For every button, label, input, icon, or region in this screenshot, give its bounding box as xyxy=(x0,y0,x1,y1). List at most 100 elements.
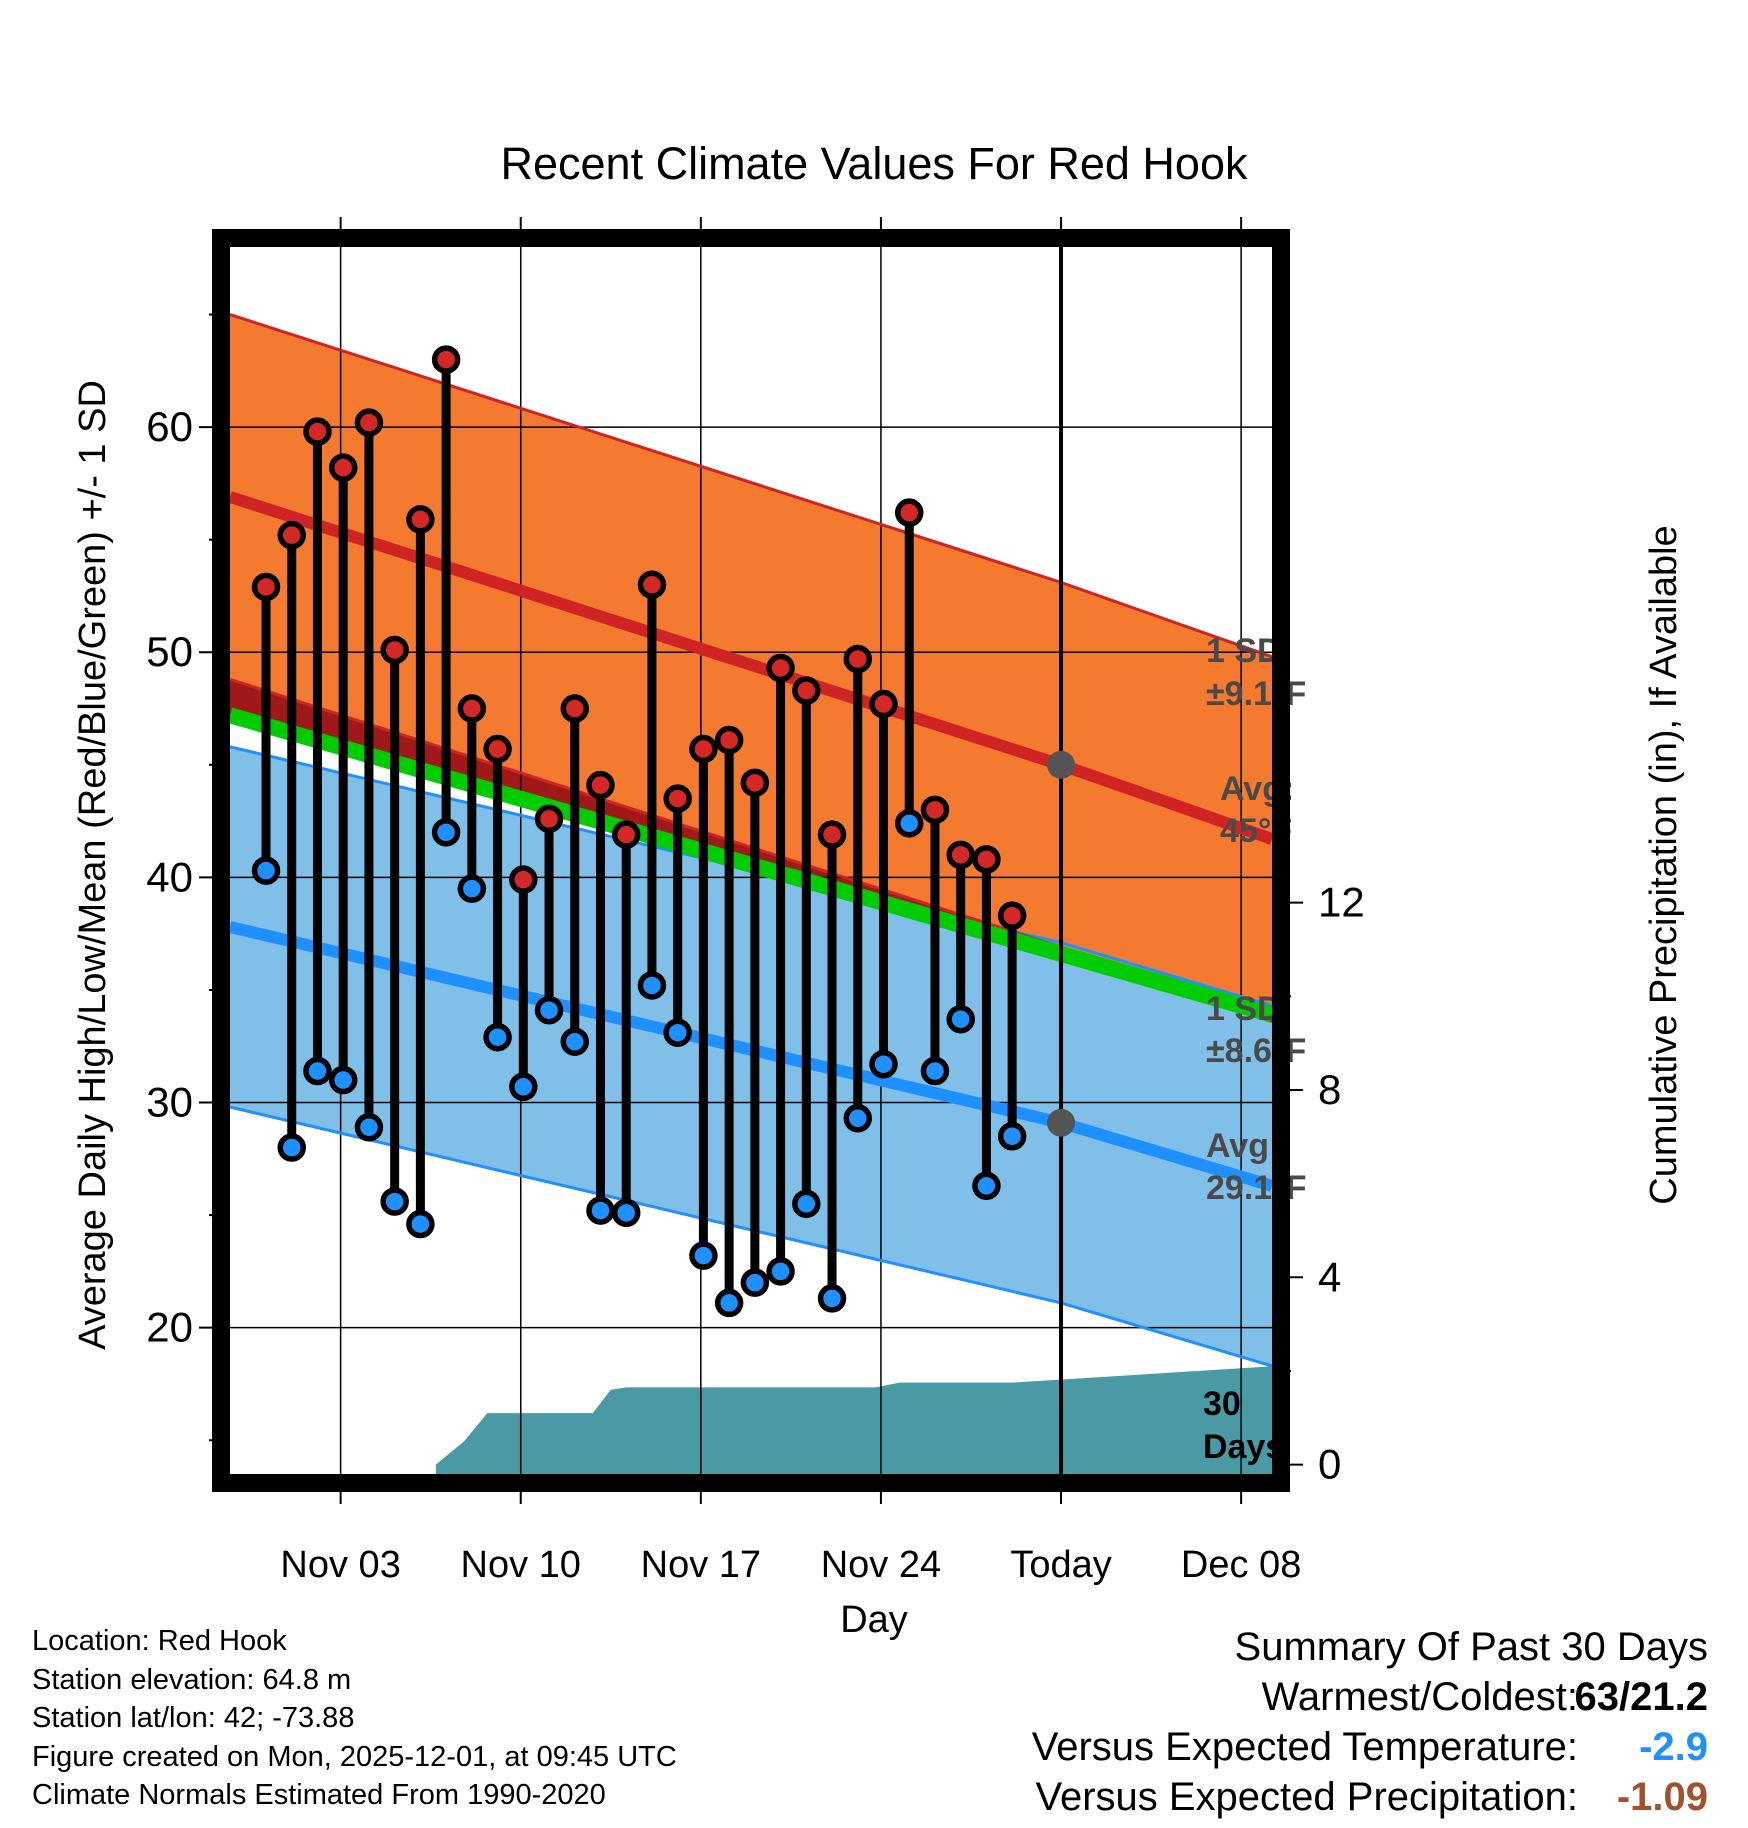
x-tick-labels: Nov 03 Nov 10 Nov 17 Nov 24 Today Dec 08 xyxy=(280,1544,1301,1586)
high-marker xyxy=(894,498,924,527)
high-marker xyxy=(689,734,718,764)
low-marker xyxy=(637,971,667,1000)
summary-precip-row: Versus Expected Precipitation: -1.09 xyxy=(948,1772,1708,1822)
low-marker xyxy=(380,1187,409,1216)
y-tick-label: 20 xyxy=(146,1304,193,1351)
precip-anomaly-label: Versus Expected Precipitation: xyxy=(1035,1775,1578,1819)
high-marker xyxy=(920,795,950,825)
y2-tick-label: 12 xyxy=(1318,879,1365,926)
low-marker xyxy=(277,1133,306,1162)
y-tick-label: 60 xyxy=(146,403,193,450)
high-marker xyxy=(406,505,435,534)
daily-range-stems xyxy=(261,359,1017,1303)
high-marker xyxy=(354,408,384,437)
low-marker xyxy=(303,1056,332,1086)
station-info: Location: Red Hook Station elevation: 64… xyxy=(32,1622,677,1815)
high-marker xyxy=(766,653,795,683)
plot-frame xyxy=(212,229,1290,1492)
low-marker xyxy=(509,1072,538,1102)
today-normal-dots xyxy=(1047,750,1076,1137)
x-tick-label: Nov 24 xyxy=(821,1544,941,1586)
high-marker xyxy=(431,345,461,374)
created-line: Figure created on Mon, 2025-12-01, at 09… xyxy=(32,1740,677,1773)
temp-anomaly-value: -2.9 xyxy=(1639,1725,1708,1769)
summary-warmest-row: Warmest/Coldest: 63/21.2 xyxy=(948,1672,1708,1722)
window-num: 30 xyxy=(1203,1385,1241,1423)
x-tick-label: Nov 03 xyxy=(280,1544,400,1586)
low-marker xyxy=(817,1284,847,1313)
high-marker xyxy=(946,840,975,870)
y-tick-label: 50 xyxy=(146,628,193,675)
high-marker xyxy=(663,784,692,813)
low-avg-value: 29.1°F xyxy=(1206,1169,1307,1207)
high-marker xyxy=(509,865,538,894)
summary-panel: Summary Of Past 30 Days Warmest/Coldest:… xyxy=(948,1622,1708,1822)
low-avg-label: Avg: xyxy=(1206,1127,1280,1165)
high-marker xyxy=(792,676,821,705)
high-marker xyxy=(380,635,409,665)
low-marker xyxy=(611,1198,641,1228)
high-marker xyxy=(560,694,590,723)
low-marker xyxy=(920,1056,950,1086)
x-tick-label: Today xyxy=(1010,1544,1111,1586)
low-marker xyxy=(946,1004,975,1034)
latlon-line: Station lat/lon: 42; -73.88 xyxy=(32,1702,355,1734)
precip-area xyxy=(435,1366,1272,1474)
summary-temp-row: Versus Expected Temperature: -2.9 xyxy=(948,1722,1708,1772)
y2-axis-label: Cumulative Precipitation (in), If Availa… xyxy=(1643,525,1685,1204)
high-marker xyxy=(483,734,512,764)
y2-tick-labels: 0 4 8 12 xyxy=(1318,879,1365,1488)
low-marker xyxy=(843,1104,873,1133)
location-line: Location: Red Hook xyxy=(32,1625,287,1657)
high-marker xyxy=(817,820,847,849)
low-marker xyxy=(483,1022,512,1052)
y-tick-labels: 20 30 40 50 60 xyxy=(146,403,193,1351)
high-marker xyxy=(277,520,306,550)
x-tick-label: Dec 08 xyxy=(1181,1544,1301,1586)
low-marker xyxy=(972,1171,1001,1201)
high-marker xyxy=(586,770,615,800)
high-marker xyxy=(997,901,1027,930)
low-marker xyxy=(663,1018,692,1047)
warmest-value: 63/21.2 xyxy=(1574,1675,1708,1719)
y-tick-label: 30 xyxy=(146,1079,193,1126)
high-sd-value: ±9.1°F xyxy=(1206,675,1306,713)
low-marker xyxy=(792,1189,821,1219)
low-marker xyxy=(431,818,461,847)
chart-title: Recent Climate Values For Red Hook xyxy=(501,138,1248,189)
low-marker xyxy=(534,995,564,1025)
temp-anomaly-label: Versus Expected Temperature: xyxy=(1031,1725,1578,1769)
low-marker xyxy=(586,1196,615,1225)
low-marker xyxy=(457,874,487,903)
y-tick-label: 40 xyxy=(146,853,193,900)
high-marker xyxy=(303,417,332,446)
high-marker xyxy=(328,453,358,482)
elevation-line: Station elevation: 64.8 m xyxy=(32,1663,352,1696)
low-marker xyxy=(560,1027,590,1056)
high-marker xyxy=(251,572,281,602)
low-marker xyxy=(689,1241,718,1270)
normals-line: Climate Normals Estimated From 1990-2020 xyxy=(32,1779,606,1811)
high-marker xyxy=(534,804,564,834)
y2-tick-label: 0 xyxy=(1318,1441,1341,1488)
low-marker xyxy=(894,809,924,838)
low-marker xyxy=(766,1257,795,1286)
high-marker xyxy=(740,768,770,798)
x-axis-label: Day xyxy=(840,1599,908,1641)
precip-anomaly-value: -1.09 xyxy=(1616,1775,1708,1819)
low-marker xyxy=(251,856,281,885)
low-marker xyxy=(354,1113,384,1142)
low-sd-value: ±8.6°F xyxy=(1206,1032,1306,1070)
high-marker xyxy=(457,694,487,723)
low-marker xyxy=(406,1209,435,1239)
low-marker xyxy=(869,1049,898,1079)
low-marker xyxy=(740,1268,770,1297)
high-marker xyxy=(611,820,641,849)
y2-tick-label: 4 xyxy=(1318,1253,1341,1300)
low-marker xyxy=(328,1065,358,1095)
high-marker xyxy=(972,845,1001,874)
x-tick-label: Nov 10 xyxy=(461,1544,581,1586)
y-axis-label: Average Daily High/Low/Mean (Red/Blue/Gr… xyxy=(72,380,114,1350)
high-marker xyxy=(714,725,744,755)
today-high-avg-dot xyxy=(1047,750,1076,779)
